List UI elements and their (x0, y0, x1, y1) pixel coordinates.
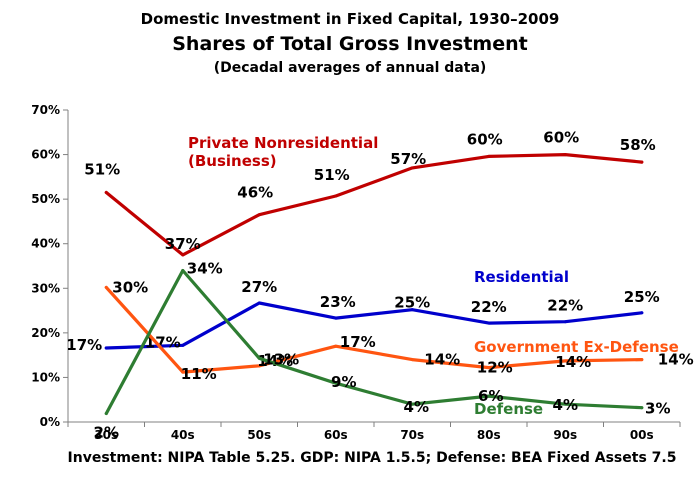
data-point (257, 356, 261, 360)
x-tick-label: 70s (400, 428, 424, 442)
data-point (410, 358, 414, 362)
data-label: 27% (241, 278, 277, 296)
y-tick-label: 50% (31, 192, 60, 206)
x-tick-label: 80s (477, 428, 501, 442)
source-note: Investment: NIPA Table 5.25. GDP: NIPA 1… (68, 450, 677, 466)
data-point (487, 394, 491, 398)
data-point (410, 166, 414, 170)
chart-subtitle-note: (Decadal averages of annual data) (214, 60, 487, 76)
data-point (334, 194, 338, 198)
data-label: 3% (645, 400, 670, 418)
data-label: 37% (165, 235, 201, 253)
axes: 0% 10% 20% 30% 40% 50% 60% 70% 30s 40s 50s 60s 70s 80… (31, 103, 681, 442)
data-point (640, 160, 644, 164)
y-tick-label: 40% (31, 237, 60, 251)
data-point (181, 370, 185, 374)
series-line (104, 268, 644, 416)
series-name-label: (Business) (188, 152, 277, 170)
data-point (181, 253, 185, 257)
data-label: 34% (187, 259, 223, 277)
data-label: 58% (620, 136, 656, 154)
y-tick-label: 20% (31, 326, 60, 340)
x-tick-label: 60s (324, 428, 348, 442)
data-label: 46% (237, 184, 273, 202)
data-point (563, 359, 567, 363)
data-point (257, 301, 261, 305)
data-label: 14% (555, 353, 591, 371)
x-tick-label: 00s (630, 428, 654, 442)
chart-title: Domestic Investment in Fixed Capital, 19… (141, 10, 560, 28)
y-tick-label: 70% (31, 103, 60, 117)
data-point (104, 346, 108, 350)
series-layer: 51% 37% 46% 51% 57% 60% 60% 58% Private Nonresid… (66, 129, 693, 442)
y-tick-label: 10% (31, 370, 60, 384)
data-point (410, 308, 414, 312)
data-label: 30% (112, 278, 148, 296)
data-label: 60% (543, 129, 579, 147)
data-label: 4% (553, 396, 578, 414)
data-label: 9% (331, 373, 356, 391)
data-point (257, 364, 261, 368)
data-label: 22% (471, 298, 507, 316)
data-label: 6% (478, 387, 503, 405)
data-point (334, 344, 338, 348)
data-label: 51% (314, 166, 350, 184)
data-point (104, 285, 108, 289)
data-label: 23% (320, 293, 356, 311)
data-point (410, 402, 414, 406)
data-point (640, 311, 644, 315)
series-0: 51% 37% 46% 51% 57% 60% 60% 58% Private Nonresid… (84, 129, 656, 257)
data-label: 13% (263, 350, 299, 368)
data-point (563, 153, 567, 157)
data-label: 60% (467, 130, 503, 148)
series-line (104, 301, 644, 350)
series-line (104, 153, 644, 257)
data-point (334, 381, 338, 385)
data-label: 17% (340, 333, 376, 351)
data-point (487, 366, 491, 370)
series-line (104, 285, 644, 374)
data-label: 14% (658, 351, 694, 369)
y-tick-label: 0% (40, 415, 60, 429)
data-point (563, 320, 567, 324)
data-point (487, 154, 491, 158)
data-label: 14% (424, 351, 460, 369)
data-point (181, 343, 185, 347)
series-name-label: Residential (474, 268, 569, 286)
data-label: 57% (390, 150, 426, 168)
x-tick-label: 50s (247, 428, 271, 442)
data-label: 51% (84, 160, 120, 178)
y-tick-label: 30% (31, 281, 60, 295)
data-label: 25% (624, 288, 660, 306)
data-label: 25% (394, 294, 430, 312)
x-tick-label: 30s (94, 428, 118, 442)
data-point (181, 268, 185, 272)
data-point (640, 358, 644, 362)
series-2: 30%11%14%17%14% 12% 14% 14%Government Ex-De… (104, 278, 694, 383)
series-name-label: Government Ex-Defense (474, 338, 679, 356)
data-point (640, 406, 644, 410)
data-label: 12% (477, 359, 513, 377)
x-tick-label: 40s (171, 428, 195, 442)
x-tick-label: 90s (553, 428, 577, 442)
data-point (104, 190, 108, 194)
series-name-label: Defense (474, 400, 543, 418)
chart-subtitle: Shares of Total Gross Investment (172, 33, 527, 55)
data-label: 17% (66, 336, 102, 354)
data-label: 11% (181, 365, 217, 383)
series-3: 2% 34% 13% 9% 4% 6% 4% 3% Defense (94, 259, 671, 441)
data-point (334, 316, 338, 320)
data-point (257, 213, 261, 217)
data-point (563, 402, 567, 406)
data-label: 2% (94, 424, 119, 442)
data-label: 4% (404, 398, 429, 416)
data-label: 22% (547, 297, 583, 315)
data-point (487, 321, 491, 325)
data-point (104, 412, 108, 416)
y-tick-label: 60% (31, 148, 60, 162)
series-name-label: Private Nonresidential (188, 134, 378, 152)
